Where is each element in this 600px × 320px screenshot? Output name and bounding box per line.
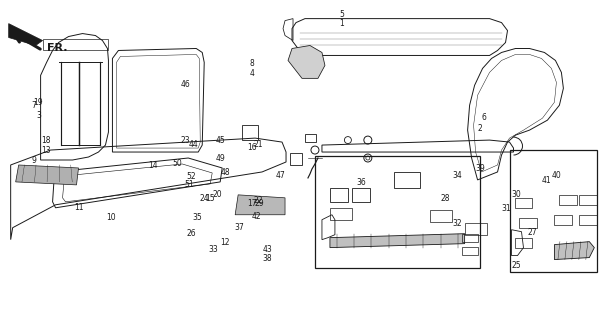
Polygon shape [235,195,285,215]
Text: 18: 18 [41,136,50,145]
Text: 29: 29 [254,199,264,208]
Polygon shape [8,24,43,45]
Text: 15: 15 [205,194,215,203]
Text: 6: 6 [482,114,487,123]
Text: 22: 22 [253,196,263,205]
Text: 21: 21 [253,140,263,148]
Text: 14: 14 [149,161,158,170]
Text: 11: 11 [74,203,83,212]
Text: 12: 12 [220,238,230,247]
Text: FR.: FR. [47,44,67,53]
Text: 30: 30 [512,190,521,199]
Text: 39: 39 [476,164,485,173]
Text: 34: 34 [452,171,462,180]
Text: 28: 28 [440,194,449,204]
Text: 50: 50 [172,159,182,168]
Text: 17: 17 [247,199,257,208]
Text: 49: 49 [216,154,226,163]
Text: 38: 38 [262,254,272,263]
Text: 27: 27 [527,228,537,237]
Text: 9: 9 [31,156,36,164]
Text: 24: 24 [199,194,209,203]
Text: 52: 52 [186,172,196,181]
Text: 35: 35 [192,213,202,222]
Text: 36: 36 [356,179,366,188]
Text: 2: 2 [477,124,482,132]
Polygon shape [554,242,595,260]
Text: 37: 37 [234,223,244,232]
Text: 13: 13 [41,146,50,155]
Text: 25: 25 [512,261,521,270]
Text: 45: 45 [216,136,226,145]
Text: 16: 16 [247,143,257,152]
Text: 20: 20 [212,190,222,199]
Text: 5: 5 [340,10,344,19]
Text: 48: 48 [220,168,230,177]
Text: 41: 41 [542,176,551,185]
Text: 3: 3 [36,111,41,120]
Text: 8: 8 [250,59,254,68]
Text: 44: 44 [188,140,199,148]
Text: 1: 1 [340,19,344,28]
Text: 40: 40 [551,171,561,180]
Text: 43: 43 [262,245,272,254]
Text: 10: 10 [107,213,116,222]
Text: 23: 23 [180,136,190,145]
Polygon shape [16,165,79,185]
Text: 42: 42 [252,212,262,221]
Text: 31: 31 [502,204,511,213]
Text: 47: 47 [276,171,286,180]
Text: 7: 7 [31,101,36,110]
Text: 51: 51 [184,180,194,189]
Text: 19: 19 [34,98,43,107]
Polygon shape [288,45,325,78]
Text: 26: 26 [186,229,196,238]
Polygon shape [330,234,464,248]
Text: 46: 46 [180,80,190,89]
Text: 33: 33 [208,245,218,254]
Text: 32: 32 [452,219,461,228]
Text: 4: 4 [250,69,254,78]
